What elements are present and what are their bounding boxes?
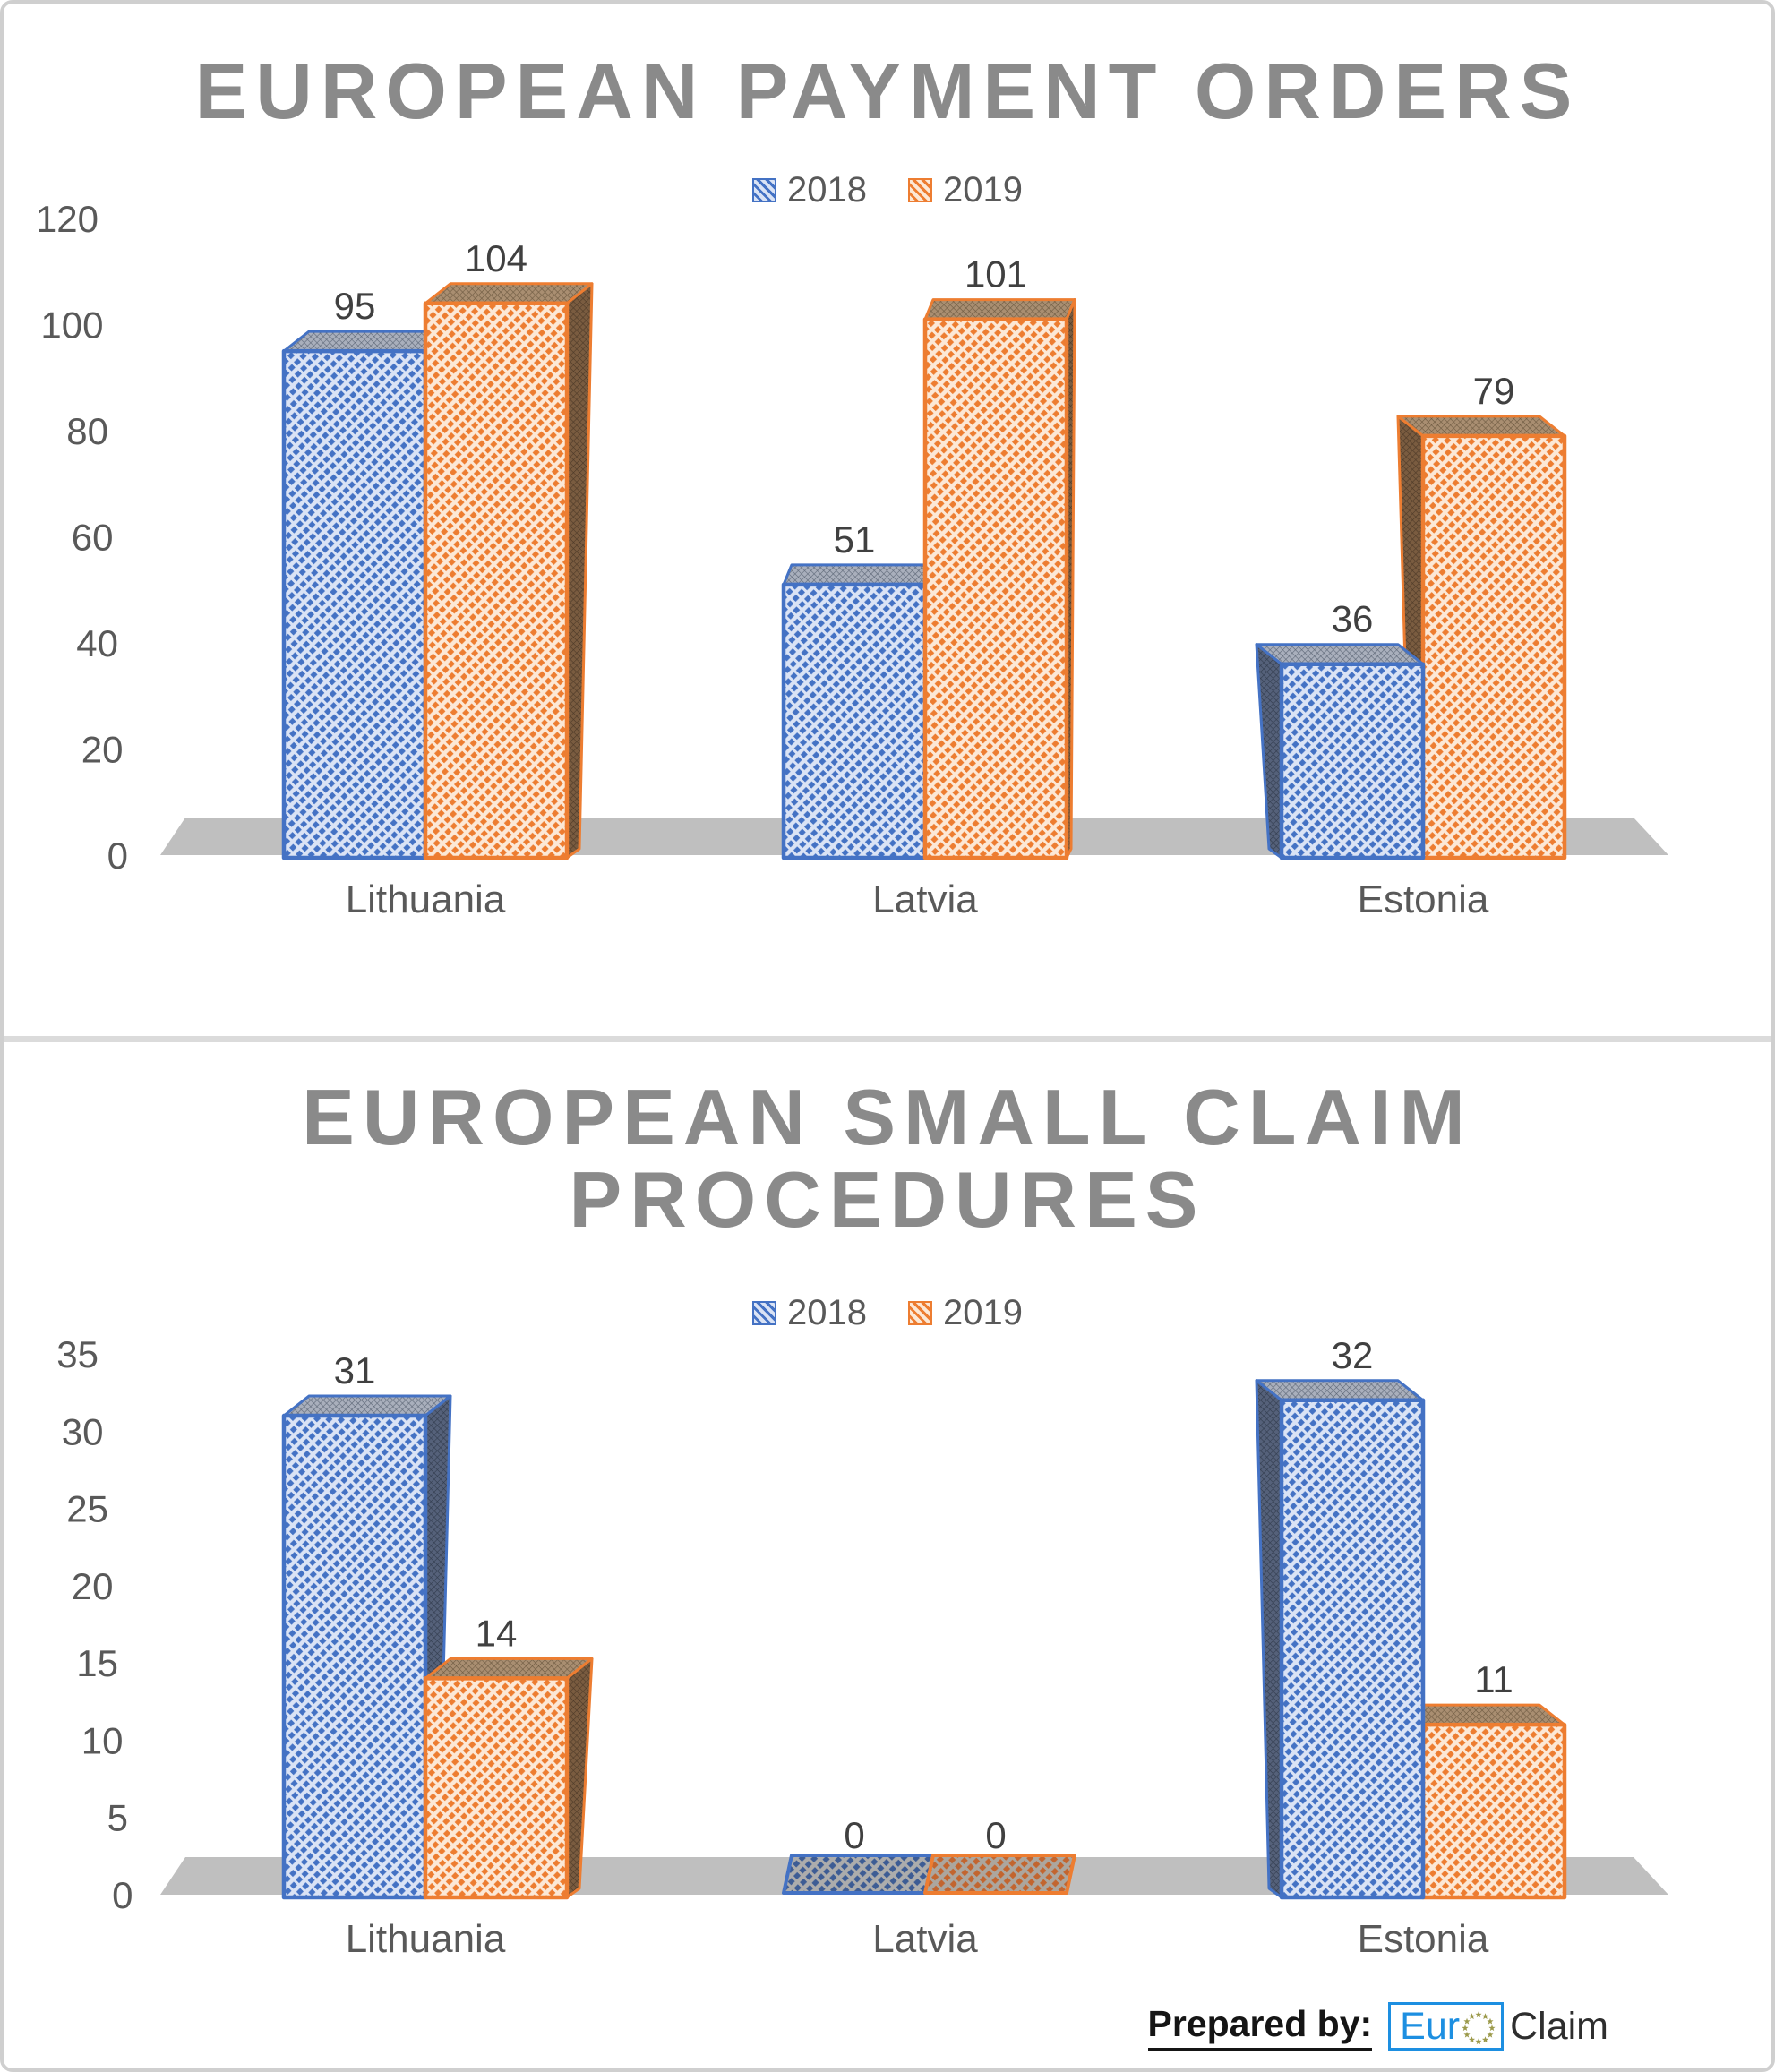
chart1-legend-item-2018: 2018 [752,170,867,210]
panel-separator [4,1036,1771,1042]
y-axis-tick-label-0: 0 [112,1874,133,1916]
legend-swatch-2019 [908,1301,932,1325]
chart2-legend-item-2018: 2018 [752,1293,867,1333]
bar-2018-lithuania-front-face [281,1413,428,1900]
legend-label-2019: 2019 [943,1293,1023,1332]
bar-2019-latvia-zero-slab [923,1854,1076,1895]
bar-2018-lithuania-front-face [281,348,428,860]
chart2-title-line2: PROCEDURES [569,1154,1206,1244]
bar-2018-estonia-front-face [1279,662,1426,860]
category-label-latvia: Latvia [872,1917,978,1961]
eu-star [1475,2011,1482,2018]
bar-2018-latvia-zero-slab [782,1854,935,1895]
y-axis-tick-label-120: 120 [36,198,99,240]
bar-2019-estonia-top-face [1396,415,1566,438]
bar-2019-estonia-front-face [1420,1722,1567,1900]
eu-stars-icon [1462,2011,1496,2045]
legend-label-2018: 2018 [787,1293,867,1332]
value-label-2018-latvia: 0 [844,1814,864,1856]
category-label-estonia: Estonia [1358,878,1489,921]
chart1-legend: 2018 2019 [4,170,1771,210]
legend-swatch-2018 [752,178,777,202]
eu-star [1481,2036,1489,2043]
y-axis-tick-label-20: 20 [72,1565,114,1607]
eu-star [1488,2025,1496,2032]
value-label-2019-lithuania: 104 [465,237,527,279]
y-axis-tick-label-80: 80 [66,410,108,452]
eu-star [1463,2017,1471,2025]
value-label-2018-lithuania: 95 [334,285,376,327]
bar-2018-estonia-side-face [1255,1379,1283,1899]
bar-2018-lithuania-top-face [282,1394,452,1417]
footer: Prepared by: Eur Claim [1147,2002,1608,2051]
bar-2019-latvia-top-face [923,298,1076,321]
eu-star [1462,2025,1469,2032]
bar-2018-estonia-front-face [1279,1398,1426,1900]
category-label-lithuania: Lithuania [346,1917,506,1961]
category-label-lithuania: Lithuania [346,878,506,921]
chart1-title-line1: EUROPEAN PAYMENT ORDERS [194,47,1581,135]
y-axis-tick-label-15: 15 [76,1642,118,1684]
value-label-2018-estonia: 32 [1332,1334,1374,1376]
value-label-2018-lithuania: 31 [334,1349,376,1391]
eu-star [1463,2031,1471,2038]
euroclaim-logo-box: Eur [1388,2002,1505,2051]
y-axis-tick-label-10: 10 [81,1719,124,1761]
legend-swatch-2019 [908,178,932,202]
value-label-2019-lithuania: 14 [476,1612,518,1654]
value-label-2019-latvia: 0 [985,1814,1006,1856]
logo-text-eur: Eur [1400,2004,1461,2048]
category-label-estonia: Estonia [1358,1917,1489,1961]
legend-label-2018: 2018 [787,170,867,210]
eu-star [1468,2013,1476,2020]
bar-2019-estonia-front-face [1420,433,1567,860]
legend-swatch-2018 [752,1301,777,1325]
value-label-2019-estonia: 11 [1474,1658,1513,1700]
eu-star [1487,2017,1494,2025]
y-axis-tick-label-0: 0 [107,835,128,877]
chart1-legend-item-2019: 2019 [908,170,1023,210]
bar-2019-lithuania-front-face [423,301,570,860]
bar-2019-lithuania-top-face [424,282,594,305]
bar-2018-estonia-top-face [1255,643,1425,666]
value-label-2018-estonia: 36 [1332,598,1374,640]
bar-2019-latvia-front-face [922,317,1069,860]
bar-2019-lithuania-top-face [424,1657,594,1680]
chart2-title: EUROPEAN SMALL CLAIM PROCEDURES [4,1076,1771,1240]
y-axis-tick-label-25: 25 [66,1488,108,1530]
y-axis-tick-label-20: 20 [81,729,124,771]
legend-label-2019: 2019 [943,170,1023,210]
eu-star [1481,2013,1489,2020]
eu-star [1475,2038,1482,2045]
value-label-2019-latvia: 101 [965,253,1027,295]
bar-2018-latvia-front-face [781,582,928,860]
charts-canvas: 12010080604020095104Lithuania51101Latvia… [36,198,1668,1961]
y-axis-tick-label-100: 100 [40,304,103,347]
y-axis-tick-label-30: 30 [62,1410,104,1452]
y-axis-tick-label-35: 35 [56,1333,99,1375]
logo-text-claim: Claim [1510,2004,1608,2048]
bar-2018-latvia-top-face [782,563,935,586]
bar-2019-lithuania-side-face [565,282,594,860]
chart2-title-line1: EUROPEAN SMALL CLAIM [302,1073,1473,1161]
category-label-latvia: Latvia [872,878,978,921]
value-label-2018-latvia: 51 [834,518,876,561]
bar-2019-lithuania-front-face [423,1676,570,1900]
y-axis-tick-label-60: 60 [72,517,114,559]
eu-star [1487,2031,1494,2038]
prepared-by-label: Prepared by: [1147,2003,1373,2051]
euroclaim-logo: Eur Claim [1388,2002,1608,2051]
chart2-legend: 2018 2019 [4,1293,1771,1333]
eu-star [1468,2036,1476,2043]
bar-2018-estonia-top-face [1255,1379,1425,1402]
chart1-title: EUROPEAN PAYMENT ORDERS [4,50,1771,133]
value-label-2019-estonia: 79 [1473,370,1515,412]
y-axis-tick-label-5: 5 [107,1797,128,1839]
chart2-legend-item-2019: 2019 [908,1293,1023,1333]
y-axis-tick-label-40: 40 [76,622,118,664]
